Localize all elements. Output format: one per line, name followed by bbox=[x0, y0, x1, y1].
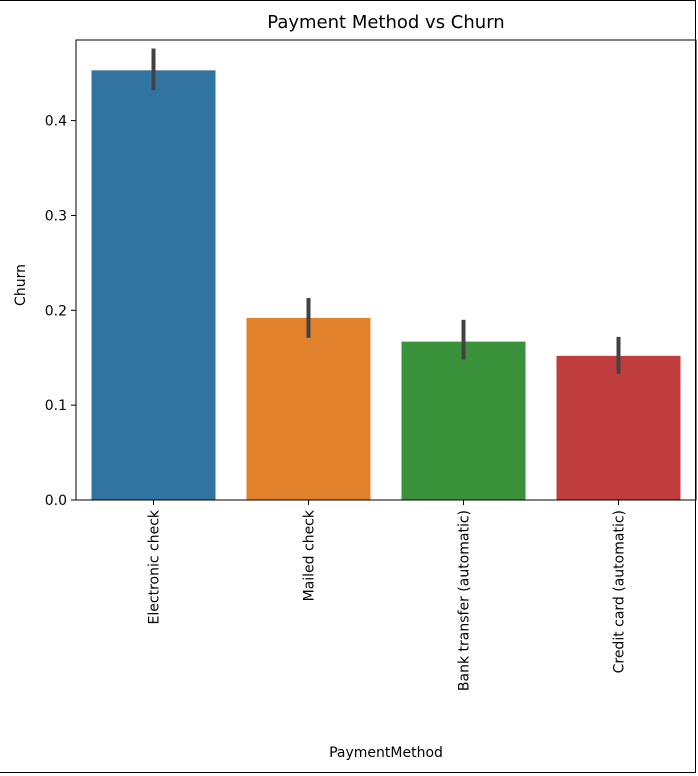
x-axis-label: PaymentMethod bbox=[329, 745, 443, 761]
y-tick-label-3: 0.3 bbox=[45, 208, 67, 224]
bar-3 bbox=[556, 355, 681, 500]
bar-1 bbox=[246, 317, 371, 500]
x-tick-label-1: Mailed check bbox=[302, 509, 318, 601]
y-tick-label-1: 0.1 bbox=[45, 398, 67, 414]
y-tick-label-0: 0.0 bbox=[45, 493, 67, 509]
bar-2 bbox=[401, 341, 526, 500]
y-tick-label-4: 0.4 bbox=[45, 114, 67, 130]
x-tick-label-3: Credit card (automatic) bbox=[612, 510, 628, 673]
plot-area-border bbox=[75, 39, 697, 501]
y-axis-label: Churn bbox=[13, 264, 29, 306]
bar-0 bbox=[91, 70, 216, 500]
y-tick-label-2: 0.2 bbox=[45, 303, 67, 319]
chart-title: Payment Method vs Churn bbox=[267, 12, 504, 33]
x-tick-label-0: Electronic check bbox=[147, 509, 163, 624]
x-tick-label-2: Bank transfer (automatic) bbox=[457, 510, 473, 691]
